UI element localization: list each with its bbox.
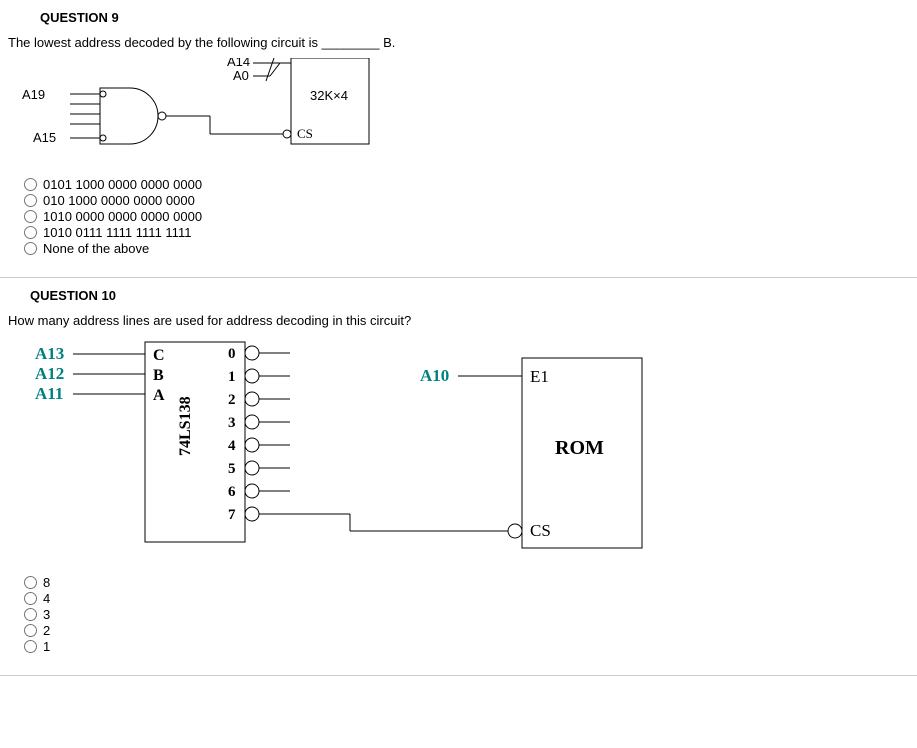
out-1: 1	[228, 369, 236, 385]
q10-option-2-label: 3	[43, 607, 50, 622]
q9-option-1-label: 010 1000 0000 0000 0000	[43, 193, 195, 208]
q9-option-3-label: 1010 0111 1111 1111 1111	[43, 225, 191, 240]
label-a19: A19	[22, 87, 45, 102]
q9-option-2-label: 1010 0000 0000 0000 0000	[43, 209, 202, 224]
decoder-outputs: 0 1 2 3 4 5 6 7	[228, 346, 236, 523]
label-a11: A11	[35, 384, 63, 403]
q10-prompt: How many address lines are used for addr…	[0, 313, 917, 334]
q9-option-4-label: None of the above	[43, 241, 149, 256]
radio-icon[interactable]	[24, 608, 37, 621]
out-4: 4	[228, 438, 236, 454]
label-a12: A12	[35, 364, 64, 383]
q9-prompt-pre: The lowest address decoded by the follow…	[8, 35, 322, 50]
q10-option-0-label: 8	[43, 575, 50, 590]
q10-option-3[interactable]: 2	[24, 623, 917, 638]
q9-blank: ________	[322, 35, 380, 50]
q9-svg: A19 A15 A14 A0 32K×4 CS	[0, 58, 400, 168]
out-3: 3	[228, 415, 236, 431]
q9-option-0-label: 0101 1000 0000 0000 0000	[43, 177, 202, 192]
q10-option-1-label: 4	[43, 591, 50, 606]
radio-icon[interactable]	[24, 194, 37, 207]
q10-option-4[interactable]: 1	[24, 639, 917, 654]
label-cs: CS	[297, 126, 313, 141]
q9-options: 0101 1000 0000 0000 0000 010 1000 0000 0…	[24, 177, 917, 256]
decoder-name: 74LS138	[177, 396, 194, 456]
radio-icon[interactable]	[24, 592, 37, 605]
label-rom: ROM	[555, 437, 604, 459]
pin-b: B	[153, 367, 164, 384]
q10-options: 8 4 3 2 1	[24, 575, 917, 654]
label-e1: E1	[530, 367, 549, 386]
q9-diagram: A19 A15 A14 A0 32K×4 CS	[0, 58, 917, 171]
q9-option-1[interactable]: 010 1000 0000 0000 0000	[24, 193, 917, 208]
q9-option-0[interactable]: 0101 1000 0000 0000 0000	[24, 177, 917, 192]
radio-icon[interactable]	[24, 640, 37, 653]
q10-option-2[interactable]: 3	[24, 607, 917, 622]
q10-option-3-label: 2	[43, 623, 50, 638]
q9-option-2[interactable]: 1010 0000 0000 0000 0000	[24, 209, 917, 224]
label-rom-cs: CS	[530, 521, 551, 540]
label-a0: A0	[233, 68, 249, 83]
radio-icon[interactable]	[24, 624, 37, 637]
radio-icon[interactable]	[24, 210, 37, 223]
radio-icon[interactable]	[24, 576, 37, 589]
q10-heading: QUESTION 10	[0, 288, 917, 313]
q9-option-4[interactable]: None of the above	[24, 241, 917, 256]
out-6: 6	[228, 484, 236, 500]
radio-icon[interactable]	[24, 178, 37, 191]
output-bubbles	[245, 346, 290, 521]
q10-option-0[interactable]: 8	[24, 575, 917, 590]
q9-prompt: The lowest address decoded by the follow…	[0, 35, 917, 56]
label-a10: A10	[420, 366, 449, 385]
radio-icon[interactable]	[24, 226, 37, 239]
q10-option-4-label: 1	[43, 639, 50, 654]
pin-c: C	[153, 347, 165, 364]
radio-icon[interactable]	[24, 242, 37, 255]
out-7: 7	[228, 507, 236, 523]
question-9: QUESTION 9 The lowest address decoded by…	[0, 0, 917, 278]
q9-heading: QUESTION 9	[0, 10, 917, 35]
q9-option-3[interactable]: 1010 0111 1111 1111 1111	[24, 225, 917, 240]
q10-option-1[interactable]: 4	[24, 591, 917, 606]
out-5: 5	[228, 461, 236, 477]
out-0: 0	[228, 346, 236, 362]
out-2: 2	[228, 392, 236, 408]
q10-svg: A13 A12 A11 C B A 74LS138 0 1 2 3 4 5	[0, 336, 680, 566]
label-a13: A13	[35, 344, 64, 363]
pin-a: A	[153, 387, 165, 404]
question-10: QUESTION 10 How many address lines are u…	[0, 278, 917, 676]
q10-diagram: A13 A12 A11 C B A 74LS138 0 1 2 3 4 5	[0, 336, 917, 569]
q9-prompt-post: B.	[379, 35, 395, 50]
label-a15: A15	[33, 130, 56, 145]
label-mem: 32K×4	[310, 88, 348, 103]
